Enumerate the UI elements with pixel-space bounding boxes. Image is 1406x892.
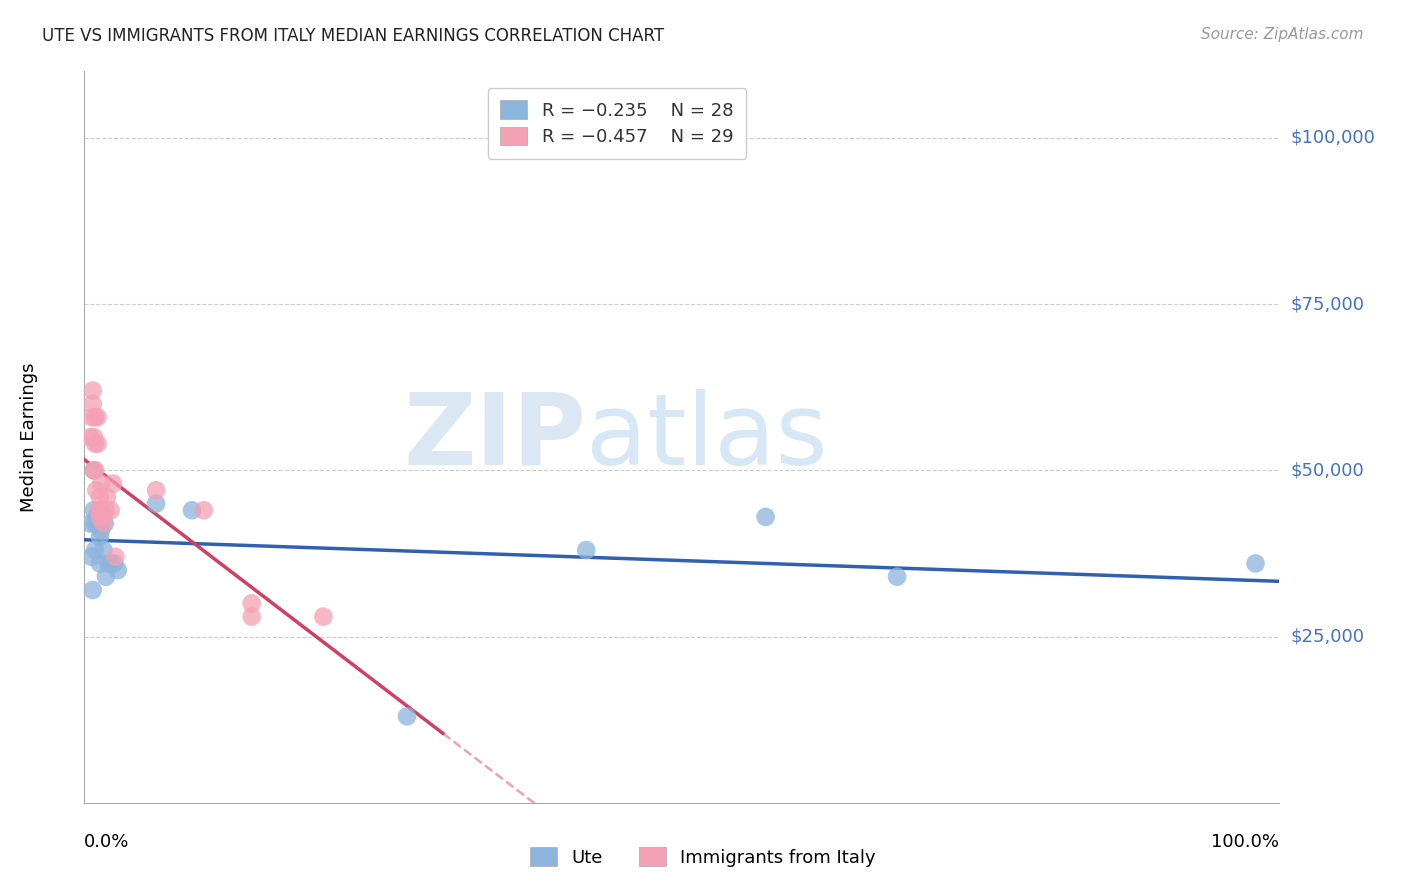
- Point: [93, 516, 115, 531]
- Point: [84, 463, 107, 477]
- Legend: Ute, Immigrants from Italy: Ute, Immigrants from Italy: [523, 840, 883, 874]
- Point: [93, 543, 115, 558]
- Point: [145, 497, 167, 511]
- Point: [82, 582, 104, 597]
- Point: [90, 523, 112, 537]
- Point: [101, 476, 124, 491]
- Point: [82, 397, 104, 411]
- Point: [575, 543, 598, 558]
- Point: [84, 410, 107, 425]
- Point: [84, 543, 107, 558]
- Legend: R = −0.235    N = 28, R = −0.457    N = 29: R = −0.235 N = 28, R = −0.457 N = 29: [488, 87, 747, 159]
- Point: [79, 516, 101, 531]
- Point: [89, 530, 111, 544]
- Point: [94, 503, 117, 517]
- Point: [90, 476, 112, 491]
- Point: [90, 503, 112, 517]
- Point: [83, 463, 105, 477]
- Point: [100, 557, 122, 571]
- Point: [104, 549, 127, 564]
- Point: [89, 490, 111, 504]
- Point: [89, 557, 111, 571]
- Point: [94, 570, 117, 584]
- Text: ZIP: ZIP: [404, 389, 586, 485]
- Text: $100,000: $100,000: [1291, 128, 1375, 147]
- Point: [80, 410, 103, 425]
- Point: [240, 596, 263, 610]
- Point: [89, 509, 111, 524]
- Point: [80, 549, 103, 564]
- Point: [86, 516, 108, 531]
- Point: [755, 509, 778, 524]
- Point: [79, 430, 101, 444]
- Point: [87, 503, 110, 517]
- Point: [886, 570, 908, 584]
- Point: [100, 503, 122, 517]
- Point: [107, 563, 129, 577]
- Point: [83, 503, 105, 517]
- Text: $50,000: $50,000: [1291, 461, 1364, 479]
- Point: [84, 516, 107, 531]
- Point: [312, 609, 335, 624]
- Point: [93, 516, 115, 531]
- Point: [93, 509, 115, 524]
- Point: [91, 509, 114, 524]
- Text: $25,000: $25,000: [1291, 628, 1365, 646]
- Point: [145, 483, 167, 498]
- Point: [97, 557, 120, 571]
- Point: [86, 410, 108, 425]
- Point: [84, 436, 107, 450]
- Text: 0.0%: 0.0%: [84, 833, 129, 851]
- Point: [87, 509, 110, 524]
- Point: [1244, 557, 1267, 571]
- Point: [96, 490, 118, 504]
- Text: $75,000: $75,000: [1291, 295, 1365, 313]
- Point: [240, 609, 263, 624]
- Text: Median Earnings: Median Earnings: [20, 362, 38, 512]
- Point: [86, 483, 108, 498]
- Point: [193, 503, 215, 517]
- Point: [83, 463, 105, 477]
- Text: 100.0%: 100.0%: [1212, 833, 1279, 851]
- Text: Source: ZipAtlas.com: Source: ZipAtlas.com: [1201, 27, 1364, 42]
- Point: [396, 709, 419, 723]
- Point: [91, 509, 114, 524]
- Point: [82, 384, 104, 398]
- Text: UTE VS IMMIGRANTS FROM ITALY MEDIAN EARNINGS CORRELATION CHART: UTE VS IMMIGRANTS FROM ITALY MEDIAN EARN…: [42, 27, 664, 45]
- Point: [83, 430, 105, 444]
- Point: [86, 436, 108, 450]
- Point: [181, 503, 204, 517]
- Text: atlas: atlas: [586, 389, 828, 485]
- Point: [86, 509, 108, 524]
- Point: [103, 557, 125, 571]
